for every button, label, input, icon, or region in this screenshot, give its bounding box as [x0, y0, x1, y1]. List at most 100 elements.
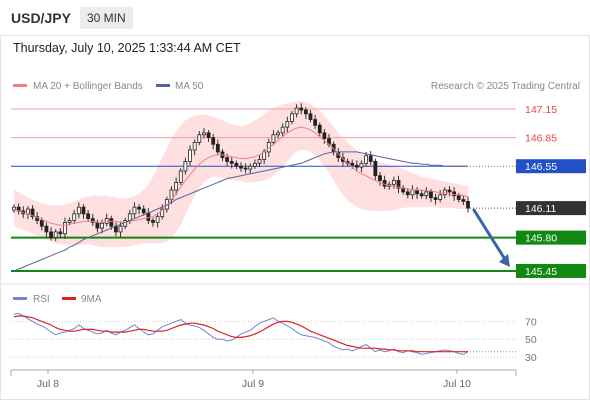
ma20-legend-label: MA 20 + Bollinger Bands [33, 81, 143, 92]
candle-down [354, 164, 359, 168]
rsi-tick-label: 70 [525, 316, 537, 328]
candle-up [67, 220, 72, 223]
candle-up [12, 206, 16, 211]
rsi-ma-line [13, 315, 468, 353]
candle-down [378, 175, 382, 181]
candle-down [141, 208, 146, 214]
candle-down [466, 201, 470, 209]
candle-down [44, 225, 49, 233]
candle-down [234, 162, 239, 167]
candle-up [155, 216, 160, 223]
candle-up [118, 225, 123, 233]
candle-down [146, 212, 151, 221]
credit-label: Research © 2025 Trading Central [431, 81, 580, 92]
candle-down [322, 132, 327, 139]
candle-down [452, 191, 457, 197]
ma20-legend-swatch [13, 84, 27, 87]
candle-down [299, 107, 304, 111]
candle-down [109, 218, 114, 227]
candle-down [415, 189, 419, 195]
candle-down [86, 213, 91, 219]
candle-up [257, 159, 262, 164]
candle-up [72, 213, 77, 221]
candle-down [368, 155, 373, 162]
x-tick-label: Jul 9 [242, 378, 264, 390]
candle-down [405, 191, 410, 196]
candle-up [290, 113, 294, 122]
candle-up [202, 132, 206, 136]
rsi-ma-legend-label: 9MA [81, 294, 102, 305]
candle-down [95, 221, 100, 229]
candle-down [225, 157, 230, 162]
candle-down [313, 119, 318, 126]
candle-up [132, 206, 137, 215]
support-label-box [516, 263, 586, 278]
rsi-legend-label: RSI [33, 294, 50, 305]
candle-down [211, 137, 216, 145]
candle-down [49, 231, 53, 239]
candle-down [239, 165, 243, 169]
resistance-label: 146.85 [525, 133, 557, 145]
candle-up [160, 208, 165, 218]
candle-up [391, 180, 396, 185]
candle-down [350, 162, 355, 166]
candle-up [364, 155, 368, 164]
candle-up [410, 189, 415, 196]
timeframe-button[interactable]: 30 MIN [80, 7, 133, 29]
ma50-line [13, 151, 468, 272]
candle-down [308, 113, 313, 120]
candle-down [151, 220, 155, 223]
resistance-label: 147.15 [525, 104, 557, 116]
candle-up [271, 134, 276, 143]
candle-up [178, 170, 183, 183]
candle-down [137, 206, 141, 210]
candle-down [243, 167, 248, 170]
candle-down [58, 231, 63, 235]
candle-up [192, 141, 197, 151]
x-tick-label: Jul 10 [443, 378, 471, 390]
symbol-title: USD/JPY [11, 10, 71, 26]
candle-up [252, 162, 257, 167]
rsi-tick-label: 50 [525, 334, 537, 346]
last-price-box [516, 201, 586, 216]
rsi-line [13, 312, 469, 355]
candle-down [81, 206, 86, 215]
candle-up [63, 221, 67, 235]
candle-up [197, 134, 202, 143]
candle-up [188, 149, 192, 162]
candle-up [359, 162, 364, 168]
chart-header: USD/JPY 30 MIN [0, 0, 590, 36]
candle-up [53, 231, 58, 239]
candle-down [317, 124, 322, 134]
candle-down [419, 193, 424, 197]
last-price-label: 146.11 [525, 203, 556, 215]
projection-arrow-line [472, 208, 508, 263]
support-label: 145.45 [525, 266, 557, 278]
candle-up [174, 181, 179, 191]
candle-down [433, 197, 438, 200]
candle-up [183, 161, 188, 172]
projection-arrow-head [499, 253, 510, 267]
candle-down [461, 199, 466, 202]
candle-up [276, 132, 280, 136]
candle-up [285, 121, 290, 128]
x-tick-label: Jul 8 [37, 378, 59, 390]
candle-up [100, 222, 104, 229]
rsi-legend-swatch [13, 297, 27, 300]
candle-up [442, 189, 447, 196]
candle-up [294, 107, 299, 115]
candle-down [215, 143, 220, 153]
candle-down [90, 218, 95, 223]
candle-down [39, 220, 44, 227]
rsi-tick-label: 30 [525, 352, 537, 364]
bollinger-band-area [14, 101, 468, 248]
candle-down [229, 161, 234, 164]
candle-up [438, 194, 443, 200]
pivot-label: 146.55 [525, 161, 557, 173]
rsi-ma-legend-swatch [62, 297, 76, 300]
candle-up [280, 126, 285, 134]
candle-down [456, 195, 461, 200]
datetime-label: Thursday, July 10, 2025 1:33:44 AM CET [13, 41, 241, 55]
support-label-box [516, 230, 586, 245]
